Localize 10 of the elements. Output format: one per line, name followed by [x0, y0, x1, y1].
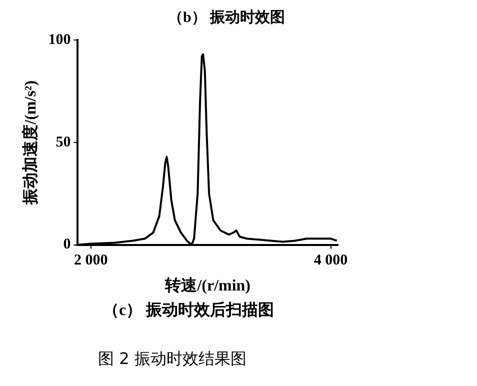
caption: 图 2 振动时效结果图 [97, 349, 248, 370]
y-tick-label: 100 [48, 32, 71, 48]
y-axis-title: 振动加速度/(m/s²) [20, 80, 40, 206]
y-tick-label: 0 [63, 236, 71, 253]
x-tick-label: 2 000 [74, 252, 108, 269]
y-tick-label: 50 [56, 134, 71, 150]
text: （b） 振动时效图 [167, 8, 286, 28]
x-tick-label: 4 000 [314, 252, 348, 269]
x-axis-title: 转速/(r/min) [164, 276, 251, 295]
text: （c） 振动时效后扫描图 [102, 300, 276, 321]
